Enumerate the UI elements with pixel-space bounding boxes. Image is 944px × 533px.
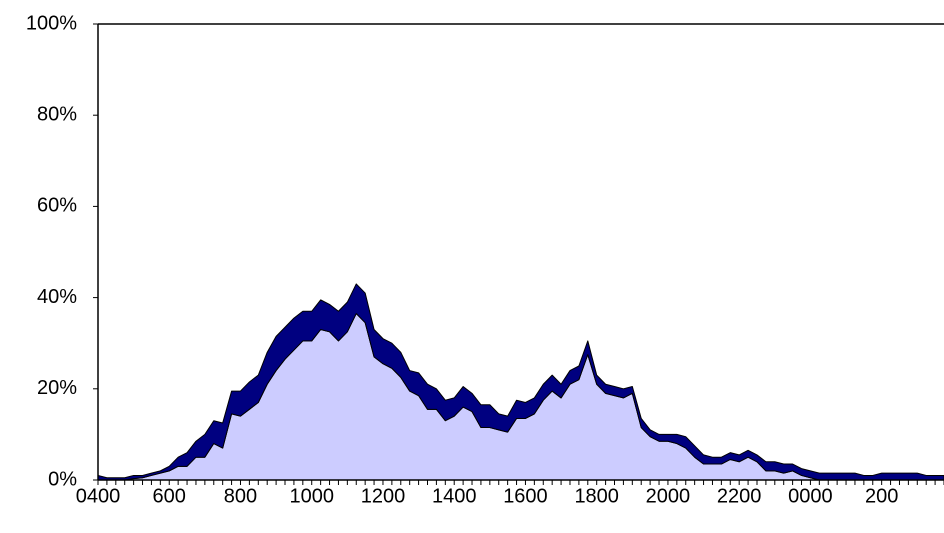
x-tick-label: 2200 bbox=[717, 485, 762, 507]
x-tick-label: 200 bbox=[865, 485, 898, 507]
area-series bbox=[97, 283, 944, 481]
x-tick-label: 0400 bbox=[76, 485, 121, 507]
y-tick-label: 20% bbox=[37, 377, 77, 399]
x-tick-label: 1800 bbox=[574, 485, 619, 507]
x-tick-label: 1000 bbox=[289, 485, 334, 507]
y-tick-label: 60% bbox=[37, 195, 77, 217]
x-tick-label: 600 bbox=[153, 485, 186, 507]
area-series bbox=[97, 313, 944, 481]
plot-area bbox=[97, 283, 944, 481]
x-tick-label: 2000 bbox=[646, 485, 691, 507]
y-tick-label: 100% bbox=[26, 12, 77, 34]
x-tick-label: 1200 bbox=[361, 485, 406, 507]
y-tick-label: 40% bbox=[37, 286, 77, 308]
x-tick-label: 0000 bbox=[788, 485, 833, 507]
y-tick-label: 80% bbox=[37, 103, 77, 125]
x-tick-label: 1400 bbox=[432, 485, 477, 507]
x-tick-label: 800 bbox=[224, 485, 257, 507]
y-tick-label: 0% bbox=[48, 468, 77, 490]
x-tick-label: 1600 bbox=[503, 485, 548, 507]
